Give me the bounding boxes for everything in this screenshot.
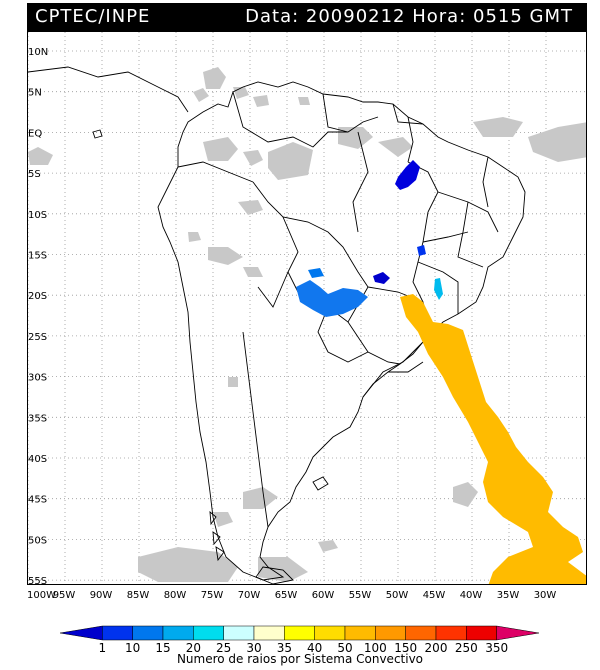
colorbar-segment [466, 625, 497, 641]
convective-system-central-1 [373, 272, 390, 284]
colorbar-tick-label: 40 [307, 641, 322, 652]
colorbar-tick-label: 25 [216, 641, 231, 652]
lat-label: 45S [28, 495, 47, 506]
colorbar-segment [59, 625, 103, 641]
latitude-labels: 10N 5N EQ 5S 10S 15S 20S 25S 30S 35S 40S 45S 50S 55S [28, 47, 48, 585]
lon-label: 40W [460, 590, 483, 601]
lat-label: EQ [28, 128, 42, 139]
lat-label: 5N [28, 88, 42, 99]
lat-label: 20S [28, 291, 47, 302]
lon-label: 85W [127, 590, 150, 601]
lat-label: 55S [28, 576, 47, 585]
convective-system-atlantic [400, 294, 586, 584]
colorbar-segment [284, 625, 315, 641]
colorbar-tick-label: 30 [246, 641, 261, 652]
lat-label: 10S [28, 210, 47, 221]
lon-label: 35W [497, 590, 520, 601]
colorbar-segment [102, 625, 133, 641]
satellite-clouds [28, 67, 586, 582]
colorbar-segment [375, 625, 406, 641]
lon-label: 65W [275, 590, 298, 601]
colorbar-segment [405, 625, 437, 641]
datetime-label: Data: 20090212 Hora: 0515 GMT [245, 6, 573, 27]
lat-label: 30S [28, 373, 47, 384]
colorbar-tick-label: 150 [394, 641, 417, 652]
lon-label: 55W [349, 590, 372, 601]
lon-label: 95W [53, 590, 76, 601]
lat-label: 40S [28, 454, 47, 465]
lon-label: 100W [27, 590, 56, 601]
lat-label: 15S [28, 251, 47, 262]
colorbar-tick-label: 35 [277, 641, 292, 652]
colorbar-caption: Numero de raios por Sistema Convectivo [176, 652, 424, 666]
convective-system-paraguay [296, 280, 368, 317]
colorbar-segment [344, 625, 376, 641]
colorbar-segment [132, 625, 164, 641]
colorbar-segment [193, 625, 224, 641]
colorbar-segment [162, 625, 194, 641]
lon-label: 60W [312, 590, 335, 601]
lat-label: 10N [28, 47, 48, 58]
map-svg: 10N 5N EQ 5S 10S 15S 20S 25S 30S 35S 40S 45S 50S 55S [28, 32, 586, 585]
colorbar-segment [223, 625, 255, 641]
colorbar-tick-label: 15 [155, 641, 170, 652]
colorbar-segment [314, 625, 346, 641]
convective-system-se-brazil [434, 278, 443, 300]
lon-label: 70W [238, 590, 261, 601]
coastlines [28, 66, 526, 584]
colorbar-tick-label: 50 [337, 641, 352, 652]
colorbar-tick-label: 250 [455, 641, 478, 652]
convective-system-central-2 [417, 245, 426, 256]
colorbar-tick-label: 350 [485, 641, 508, 652]
colorbar-segment [496, 625, 540, 641]
convective-systems [296, 160, 586, 584]
colorbar-tick-label: 200 [425, 641, 448, 652]
source-label: CPTEC/INPE [35, 6, 151, 27]
convective-system-west-small [308, 268, 324, 278]
lat-label: 25S [28, 332, 47, 343]
lat-label: 35S [28, 413, 47, 424]
lon-label: 80W [164, 590, 187, 601]
lon-label: 30W [534, 590, 557, 601]
lon-label: 90W [90, 590, 113, 601]
lon-label: 75W [201, 590, 224, 601]
lat-label: 5S [28, 169, 41, 180]
colorbar-segment [435, 625, 467, 641]
colorbar: 1 10 15 20 25 30 35 40 50 100 150 200 250 350 [59, 625, 540, 652]
colorbar-tick-label: 1 [99, 641, 107, 652]
lon-label: 50W [386, 590, 409, 601]
map-panel: 10N 5N EQ 5S 10S 15S 20S 25S 30S 35S 40S 45S 50S 55S [27, 31, 587, 585]
lon-label: 45W [423, 590, 446, 601]
lat-label: 50S [28, 535, 47, 546]
convective-system-northeast [395, 160, 420, 190]
colorbar-tick-label: 20 [186, 641, 201, 652]
colorbar-tick-label: 10 [125, 641, 140, 652]
colorbar-tick-label: 100 [364, 641, 387, 652]
colorbar-segment [253, 625, 285, 641]
header-bar: CPTEC/INPE Data: 20090212 Hora: 0515 GMT [27, 3, 587, 31]
